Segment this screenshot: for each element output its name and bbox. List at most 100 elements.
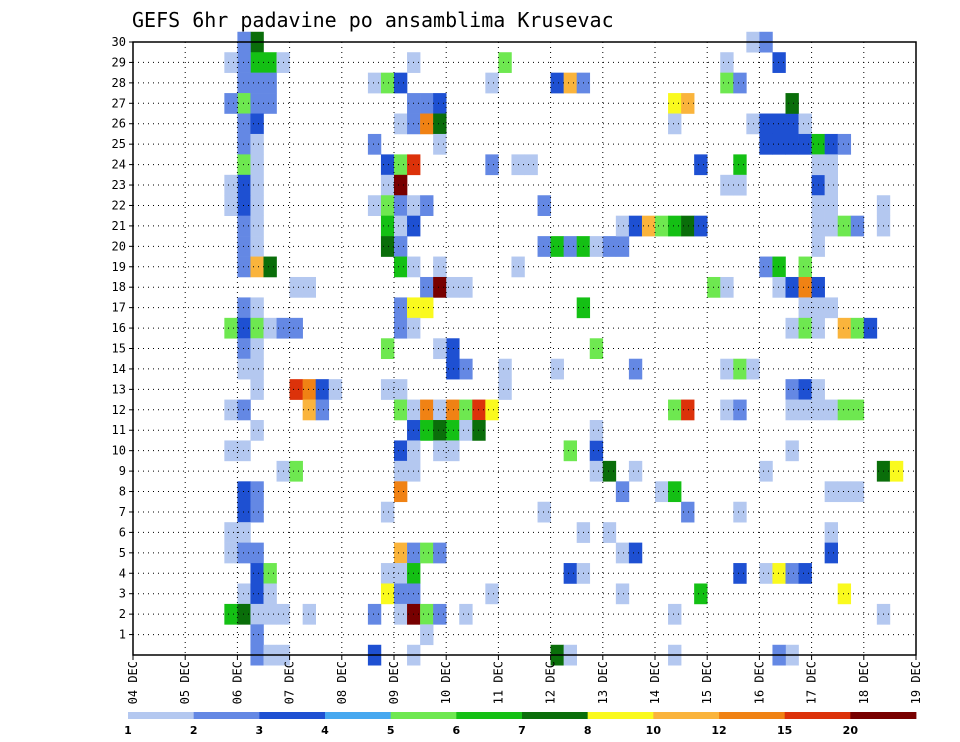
x-tick-label: 17 DEC	[805, 661, 819, 704]
heatmap-cell	[224, 174, 238, 196]
legend-swatch	[719, 712, 786, 719]
heatmap-cell	[237, 174, 251, 196]
y-tick-label: 8	[119, 485, 126, 499]
heatmap-cell	[250, 563, 264, 584]
heatmap-cell	[237, 358, 251, 380]
heatmap-cell	[433, 603, 447, 625]
heatmap-cell	[459, 276, 473, 298]
heatmap-cell	[589, 420, 604, 441]
heatmap-cell	[446, 399, 460, 421]
heatmap-cell	[315, 399, 330, 421]
heatmap-cell	[394, 174, 408, 196]
legend-label: 15	[777, 724, 792, 737]
heatmap-cell	[655, 215, 669, 237]
heatmap-cell	[224, 399, 238, 421]
heatmap-cell	[498, 379, 512, 400]
legend-label: 1	[124, 724, 132, 737]
heatmap-cell	[289, 379, 303, 400]
heatmap-cell	[733, 563, 747, 584]
heatmap-cell	[694, 583, 708, 605]
heatmap-cell	[720, 276, 734, 298]
heatmap-cell	[446, 440, 460, 462]
heatmap-cell	[720, 72, 734, 94]
legend-swatch	[390, 712, 457, 719]
heatmap-cell	[250, 379, 264, 400]
heatmap-cell	[446, 276, 460, 298]
heatmap-cell	[250, 420, 264, 441]
heatmap-cell	[433, 276, 447, 298]
heatmap-cell	[850, 317, 865, 339]
x-tick-label: 12 DEC	[544, 661, 558, 704]
heatmap-cell	[237, 501, 251, 523]
heatmap-cell	[250, 481, 264, 503]
heatmap-cell	[420, 542, 434, 564]
legend-swatch	[193, 712, 260, 719]
heatmap-cell	[237, 236, 251, 257]
heatmap-cell	[837, 583, 852, 605]
heatmap-cell	[250, 52, 264, 73]
heatmap-cell	[550, 72, 564, 94]
heatmap-cell	[798, 379, 812, 400]
heatmap-cell	[681, 501, 695, 523]
heatmap-cell	[420, 276, 434, 298]
heatmap-cell	[380, 236, 395, 257]
heatmap-cell	[263, 93, 277, 114]
heatmap-cell	[785, 440, 799, 462]
heatmap-cell	[563, 440, 577, 462]
heatmap-cell	[237, 297, 251, 319]
legend-label: 10	[646, 724, 662, 737]
heatmap-cell	[837, 133, 852, 155]
y-tick-label: 24	[112, 158, 126, 172]
heatmap-cell	[263, 72, 277, 94]
y-tick-label: 27	[112, 96, 126, 110]
heatmap-cell	[668, 399, 682, 421]
heatmap-cell	[394, 440, 408, 462]
heatmap-cell	[250, 358, 264, 380]
heatmap-cell	[850, 481, 865, 503]
x-tick-label: 18 DEC	[857, 661, 871, 704]
heatmap-cell	[250, 133, 264, 155]
legend-label: 3	[256, 724, 264, 737]
heatmap-cell	[668, 603, 682, 625]
heatmap-cell	[237, 542, 251, 564]
heatmap-cell	[433, 440, 447, 462]
heatmap-cell	[420, 399, 434, 421]
heatmap-cell	[563, 563, 577, 584]
heatmap-cell	[602, 460, 617, 482]
heatmap-cell	[250, 256, 264, 278]
heatmap-cell	[394, 399, 408, 421]
heatmap-cell	[537, 195, 551, 216]
heatmap-cell	[459, 399, 473, 421]
heatmap-cell	[785, 379, 799, 400]
heatmap-cell	[263, 583, 277, 605]
heatmap-cell	[668, 113, 682, 135]
legend-swatch	[456, 712, 523, 719]
heatmap-cell	[459, 603, 473, 625]
heatmap-cell	[237, 522, 251, 543]
heatmap-cell	[628, 460, 643, 482]
heatmap-cell	[733, 358, 747, 380]
heatmap-cell	[250, 154, 264, 176]
heatmap-cell	[302, 379, 316, 400]
heatmap-cell	[302, 276, 316, 298]
heatmap-cell	[394, 603, 408, 625]
heatmap-cell	[380, 195, 395, 216]
y-tick-label: 13	[112, 382, 126, 396]
heatmap-cell	[224, 542, 238, 564]
heatmap-cell	[380, 154, 395, 176]
heatmap-cell	[302, 399, 316, 421]
legend-swatch	[522, 712, 589, 719]
heatmap-cell	[302, 603, 316, 625]
heatmap-cell	[446, 358, 460, 380]
heatmap-cell	[615, 236, 630, 257]
legend-label: 4	[321, 724, 329, 737]
heatmap-cell	[759, 563, 773, 584]
y-tick-label: 25	[112, 137, 126, 151]
color-legend: 1 2 3 4 5 6 7 8 10 12 15 20	[124, 712, 917, 737]
heatmap-cell	[720, 399, 734, 421]
heatmap-cell	[394, 379, 408, 400]
heatmap-cell	[733, 174, 747, 196]
heatmap-cell	[589, 460, 604, 482]
heatmap-cell	[420, 603, 434, 625]
